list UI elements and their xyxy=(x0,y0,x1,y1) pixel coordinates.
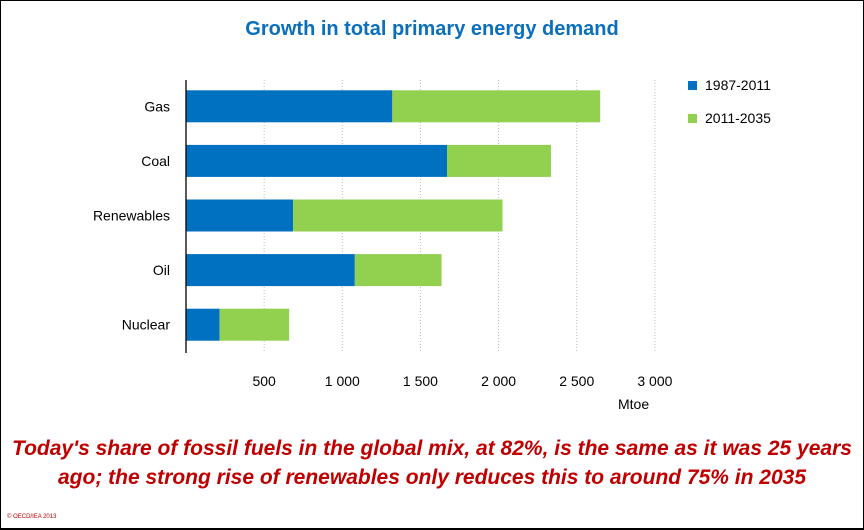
caption: Today's share of fossil fuels in the glo… xyxy=(12,437,852,489)
x-tick-label: 2 000 xyxy=(481,373,516,389)
y-tick-label: Renewables xyxy=(93,208,170,224)
bar-renewables-1987-2011 xyxy=(186,199,294,232)
bar-nuclear-2011-2035 xyxy=(219,308,290,341)
x-axis-label: Mtoe xyxy=(618,396,650,412)
x-tick-label: 1 500 xyxy=(403,373,438,389)
legend-item-2011-2035: 2011-2035 xyxy=(688,110,771,126)
y-tick-label: Coal xyxy=(141,153,170,169)
y-tick-label: Oil xyxy=(153,262,170,278)
copyright: © OECD/IEA 2013 xyxy=(7,514,57,520)
bar-coal-1987-2011 xyxy=(186,144,448,177)
bar-coal-2011-2035 xyxy=(447,144,551,177)
y-tick-label: Gas xyxy=(144,98,170,114)
legend-swatch xyxy=(688,113,697,123)
x-tick-label: 2 500 xyxy=(559,373,594,389)
bar-oil-1987-2011 xyxy=(186,254,355,287)
bar-gas-1987-2011 xyxy=(186,90,393,123)
chart-title: Growth in total primary energy demand xyxy=(245,18,619,40)
bar-gas-2011-2035 xyxy=(392,90,601,123)
x-tick-label: 3 000 xyxy=(637,373,672,389)
legend-label: 2011-2035 xyxy=(705,110,771,126)
legend-label: 1987-2011 xyxy=(705,77,771,93)
bar-nuclear-1987-2011 xyxy=(186,308,220,341)
bar-renewables-2011-2035 xyxy=(293,199,503,232)
legend-item-1987-2011: 1987-2011 xyxy=(688,77,771,93)
x-tick-label: 1 000 xyxy=(325,373,360,389)
y-tick-label: Nuclear xyxy=(122,317,171,333)
x-tick-label: 500 xyxy=(252,373,276,389)
legend-swatch xyxy=(688,80,697,90)
bar-oil-2011-2035 xyxy=(354,254,442,287)
